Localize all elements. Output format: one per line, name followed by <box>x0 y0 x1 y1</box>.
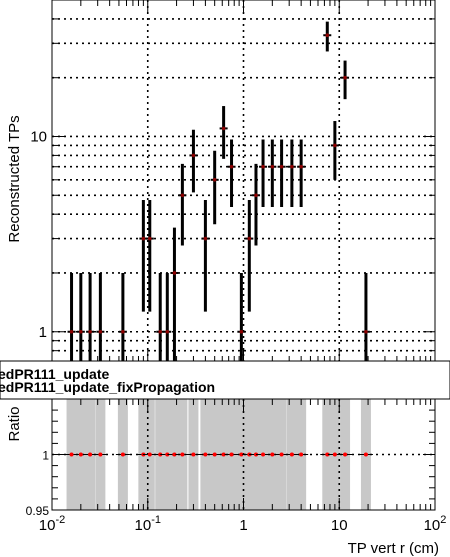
upper-data-point <box>270 164 275 169</box>
upper-data-point <box>290 164 294 169</box>
upper-data-point <box>299 164 303 169</box>
ratio-data-point <box>299 452 304 457</box>
lower-y-axis-label: Ratio <box>6 406 23 441</box>
ratio-data-point <box>279 452 284 457</box>
ratio-data-point <box>221 452 226 457</box>
ratio-data-point <box>88 452 93 457</box>
legend-entry-1: edPR111_update <box>0 366 109 382</box>
ratio-data-point <box>253 452 258 457</box>
upper-data-point <box>279 164 284 169</box>
upper-y-tick-label: 1 <box>39 324 47 341</box>
ratio-data-point <box>343 452 348 457</box>
ratio-data-point <box>289 452 294 457</box>
ratio-data-point <box>69 452 74 457</box>
ratio-data-point <box>158 452 163 457</box>
upper-data-point <box>247 236 252 241</box>
ratio-data-point <box>212 452 217 457</box>
x-tick-label: 102 <box>424 514 447 534</box>
upper-data-point <box>180 193 185 198</box>
ratio-data-point <box>229 452 234 457</box>
upper-data-point <box>165 329 170 334</box>
ratio-data-point <box>239 452 244 457</box>
lower-y-tick-label: 1 <box>42 449 49 463</box>
upper-data-point <box>212 178 217 182</box>
upper-y-tick-labels: 1 10 <box>30 128 47 340</box>
upper-y-axis-label: Reconstructed TPs <box>6 115 23 242</box>
upper-data-point <box>158 329 163 334</box>
x-tick-label: 10-2 <box>39 514 65 534</box>
x-tick-label: 10-1 <box>135 514 161 534</box>
upper-data-point <box>254 193 258 198</box>
upper-grid <box>52 0 435 362</box>
upper-data-point <box>203 236 208 241</box>
upper-y-tick-label: 10 <box>30 128 47 145</box>
upper-data-point <box>221 126 226 131</box>
upper-data-point <box>141 236 146 241</box>
lower-y-tick-label: 0.95 <box>26 504 50 518</box>
ratio-data-point <box>191 452 196 457</box>
ratio-data-points <box>64 452 373 457</box>
lower-y-tick-labels: 0.95 1 <box>26 449 50 519</box>
ratio-data-point <box>203 452 208 457</box>
upper-panel: 1 10 Reconstructed TPs <box>6 0 436 363</box>
upper-data-point <box>239 329 244 334</box>
ratio-data-point <box>172 452 177 457</box>
ratio-data-point <box>180 452 185 457</box>
upper-data-point <box>121 329 125 334</box>
upper-data-point <box>191 153 196 158</box>
ratio-data-point <box>147 452 152 457</box>
upper-data-point <box>229 164 234 169</box>
upper-data-points <box>67 21 370 362</box>
lower-panel: 0.95 1 10-2 10-1 1 10 102 Ratio TP vert r (cm… <box>6 398 447 557</box>
lower-axis-ticks <box>51 398 435 511</box>
ratio-data-point <box>98 452 103 457</box>
ratio-data-point <box>261 452 266 457</box>
upper-data-point <box>261 164 265 169</box>
ratio-data-point <box>120 452 125 457</box>
ratio-data-point <box>78 452 83 457</box>
x-axis-label: TP vert r (cm) <box>348 540 439 557</box>
ratio-data-point <box>332 452 337 457</box>
legend: edPR111_update edPR111_update_fixPropaga… <box>0 360 450 400</box>
upper-data-point <box>343 75 347 80</box>
x-tick-label: 10 <box>331 517 348 534</box>
ratio-data-point <box>270 452 275 457</box>
upper-data-point <box>79 329 83 334</box>
upper-data-point <box>98 329 103 334</box>
legend-box <box>0 360 450 400</box>
upper-data-point <box>88 329 92 334</box>
upper-data-point <box>333 143 337 148</box>
upper-data-point <box>364 329 368 334</box>
legend-entry-2: edPR111_update_fixPropagation <box>0 379 215 395</box>
x-tick-labels: 10-2 10-1 1 10 102 <box>39 514 447 534</box>
x-tick-label: 1 <box>239 517 247 534</box>
upper-data-point <box>172 271 177 275</box>
ratio-data-point <box>165 452 170 457</box>
upper-data-point <box>69 329 74 334</box>
upper-data-point <box>147 236 152 241</box>
ratio-data-point <box>363 452 368 457</box>
ratio-data-point <box>325 452 330 457</box>
upper-data-point <box>325 33 330 38</box>
